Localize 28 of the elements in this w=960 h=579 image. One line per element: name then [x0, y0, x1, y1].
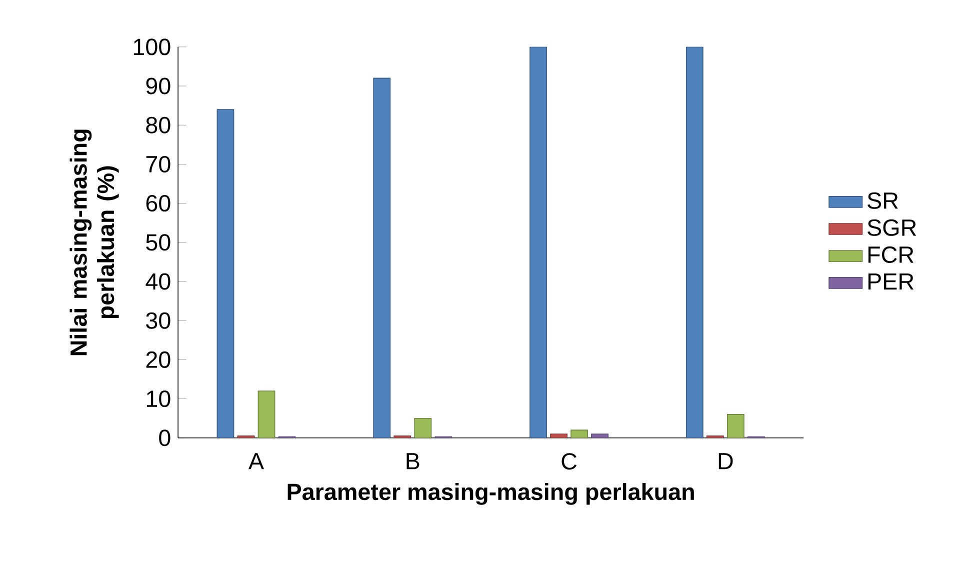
bar — [414, 418, 432, 438]
y-tick-label: 50 — [146, 234, 170, 251]
y-tick-label: 30 — [146, 312, 170, 330]
bar — [726, 414, 744, 438]
bar — [258, 390, 276, 438]
y-tick-label: 0 — [159, 430, 170, 446]
y-tick-label: 90 — [146, 78, 170, 94]
y-tick-label: 60 — [146, 195, 170, 212]
x-tick-label: C — [562, 453, 577, 470]
y-tick-label: 10 — [146, 390, 170, 408]
x-tick-label: A — [248, 453, 264, 470]
legend-label: FCR — [868, 246, 914, 264]
legend-label: PER — [868, 274, 914, 290]
y-tick-label: 70 — [146, 156, 170, 173]
x-tick-label: D — [718, 453, 733, 470]
bar — [686, 47, 704, 438]
y-tick-label: 20 — [146, 352, 170, 368]
legend-label: SGR — [868, 220, 916, 236]
x-axis-title: Parameter masing-masing perlakuan — [288, 483, 694, 506]
legend-label: SR — [868, 192, 898, 210]
bar — [373, 78, 391, 438]
y-axis-title: Nilai masing-masing perlakuan (%) — [70, 130, 119, 356]
bar — [530, 47, 547, 438]
y-tick-label: 40 — [146, 273, 170, 290]
bar — [216, 109, 234, 438]
x-tick-label: B — [406, 453, 420, 470]
y-tick-label: 100 — [134, 38, 170, 56]
y-tick-label: 80 — [146, 117, 170, 134]
